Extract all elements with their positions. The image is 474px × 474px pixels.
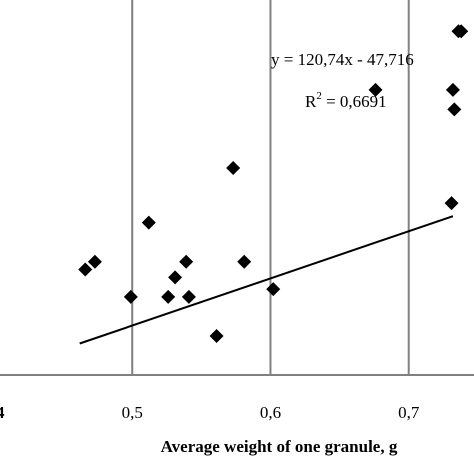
r-squared-exponent: 2 (316, 90, 322, 102)
data-point (209, 328, 224, 343)
data-point (266, 282, 281, 297)
data-point (78, 262, 93, 277)
data-point (368, 82, 383, 97)
x-axis-title: Average weight of one granule, g (161, 437, 398, 456)
data-point (123, 289, 138, 304)
trend-line (79, 215, 454, 345)
data-point (161, 289, 176, 304)
data-points (78, 24, 469, 343)
x-tick-label: 0,5 (122, 403, 143, 422)
data-point (226, 160, 241, 175)
data-point (454, 24, 469, 39)
data-point (444, 196, 459, 211)
data-point (141, 215, 156, 230)
x-tick-label: 0,7 (398, 403, 420, 422)
data-point (181, 289, 196, 304)
data-point (445, 82, 460, 97)
data-point (168, 270, 183, 285)
data-point (179, 254, 194, 269)
x-tick-labels: 0,5 0,6 0,7 (122, 403, 420, 422)
data-point (447, 102, 462, 117)
x-tick-label: 0,6 (260, 403, 281, 422)
r-squared-value: = 0,6691 (322, 92, 387, 111)
gridlines (131, 0, 410, 375)
x-tick-label-edge-fragment: 4 (0, 403, 5, 422)
data-point (237, 254, 252, 269)
data-point (87, 254, 102, 269)
r-squared-prefix: R (305, 92, 317, 111)
trendline-equation: y = 120,74x - 47,716 (271, 50, 414, 69)
r-squared-label: R2 = 0,6691 (305, 90, 387, 111)
